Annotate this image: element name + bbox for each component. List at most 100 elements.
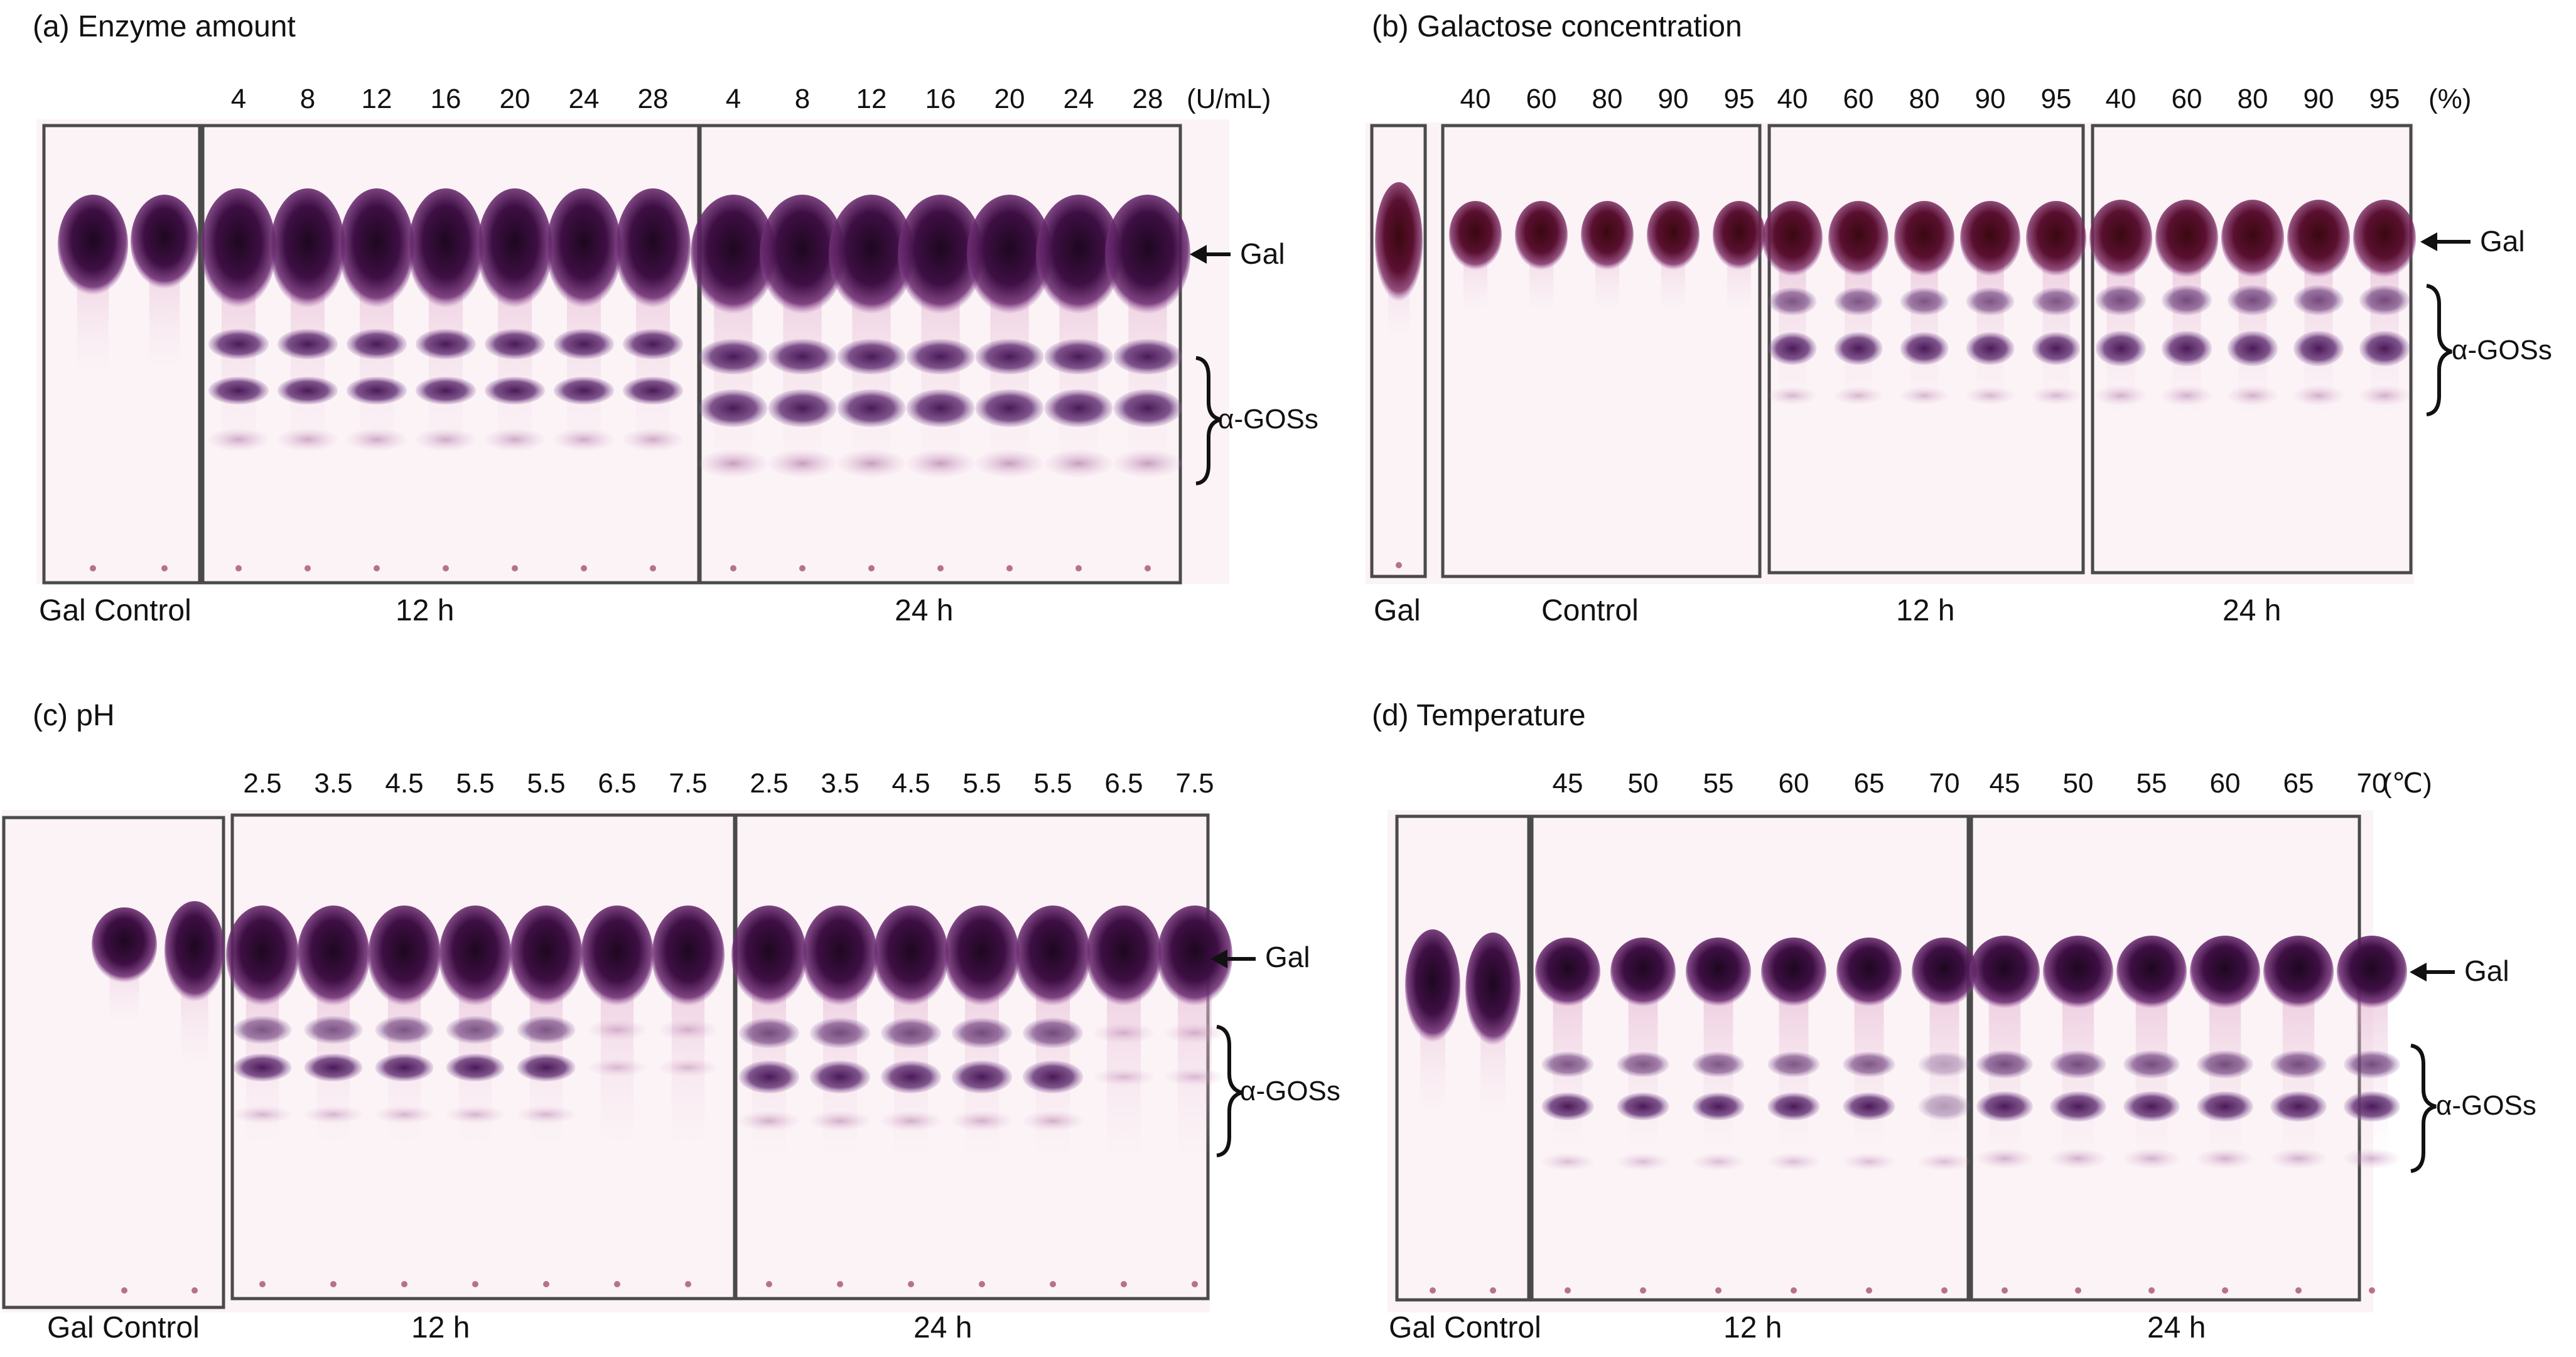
origin-dot [2002, 1287, 2008, 1294]
panel-a-title: (a) Enzyme amount [33, 10, 296, 43]
gos-band [517, 1016, 576, 1044]
panel-b-control-frame [1441, 124, 1762, 578]
column-label: 55 [1703, 768, 1734, 799]
gos-band [2344, 1051, 2400, 1078]
gos-band [416, 377, 476, 404]
panel-d-gos-brace [2410, 1044, 2437, 1173]
column-label: 95 [2369, 84, 2400, 114]
gal-spot [546, 188, 622, 308]
gos-band [2293, 386, 2344, 406]
gal-spot [510, 906, 583, 1006]
panel-b-group-24h: 24 h [2223, 594, 2281, 627]
gal-spot [408, 188, 483, 308]
panel-d-12h-frame [1530, 814, 1970, 1302]
gos-band [517, 1106, 576, 1123]
gos-band [906, 450, 975, 477]
gos-band [1165, 1068, 1225, 1086]
column-label: 8 [300, 84, 315, 114]
column-label: 5.5 [527, 768, 565, 799]
column-label: 4 [726, 84, 741, 114]
origin-dot [1866, 1287, 1872, 1294]
gal-spot [368, 906, 441, 1006]
gos-band [810, 1061, 870, 1093]
gos-band [768, 389, 837, 427]
gal-spot [760, 195, 845, 314]
gos-band [1834, 387, 1883, 404]
panel-c-group-24h: 24 h [913, 1311, 972, 1344]
gos-band [768, 450, 837, 477]
gos-band [1918, 1153, 1971, 1170]
gos-band [1843, 1153, 1895, 1170]
gal-spot [581, 906, 654, 1006]
origin-dot [614, 1281, 620, 1287]
gos-band [906, 389, 975, 427]
column-label: 7.5 [1175, 768, 1214, 799]
panel-b-gal-arrowhead [2420, 232, 2437, 251]
origin-dot [1715, 1287, 1722, 1294]
column-label: 5.5 [456, 768, 494, 799]
origin-dot [472, 1281, 478, 1287]
gal-spot [339, 188, 414, 308]
gal-spot [967, 195, 1052, 314]
gos-band [2096, 285, 2146, 315]
gos-band [1834, 288, 1883, 315]
gos-band [2123, 1149, 2180, 1169]
gal-spot [477, 188, 552, 308]
gos-band [485, 329, 545, 359]
panel-a-group-control: Gal Control [39, 594, 191, 627]
gos-band [1044, 389, 1113, 427]
gos-band [375, 1054, 434, 1081]
gos-band [1617, 1093, 1669, 1120]
gal-spot [2337, 936, 2407, 1008]
gos-band [485, 377, 545, 404]
gal-spot [1960, 201, 2020, 276]
origin-dot [2295, 1287, 2302, 1294]
origin-dot [1006, 565, 1013, 571]
gal-spot [944, 906, 1020, 1006]
gos-band [881, 1018, 941, 1048]
column-label: 40 [1777, 84, 1808, 114]
gal-spot [201, 188, 276, 308]
gos-band [233, 1106, 292, 1123]
panel-d-group-control: Gal Control [1389, 1311, 1541, 1344]
column-label: 90 [1975, 84, 2006, 114]
origin-dot [512, 565, 518, 571]
origin-dot [650, 565, 656, 571]
panel-a-group-12h: 12 h [396, 594, 454, 627]
gos-band [1541, 1093, 1594, 1120]
panel-c-gos-brace [1216, 1025, 1242, 1157]
gal-spot [2089, 200, 2152, 278]
gos-band [2228, 386, 2278, 406]
origin-dot [2222, 1287, 2228, 1294]
column-label: 55 [2137, 768, 2167, 799]
column-label: 4.5 [892, 768, 930, 799]
column-label: 80 [2238, 84, 2268, 114]
gos-band [837, 450, 906, 477]
panel-c-gal-label: Gal [1265, 941, 1310, 973]
gal-spot [1515, 201, 1568, 270]
panel-d-title: (d) Temperature [1372, 699, 1586, 732]
gos-band [1767, 1093, 1820, 1120]
gos-band [2197, 1149, 2253, 1169]
column-label: 95 [2041, 84, 2072, 114]
gos-band [1113, 389, 1182, 427]
gos-band [1094, 1023, 1154, 1043]
gos-band [2228, 285, 2278, 315]
gal-spot [2116, 936, 2187, 1008]
gos-band [347, 329, 407, 359]
column-label: 24 [1064, 84, 1094, 114]
gal-spot [652, 906, 725, 1006]
gos-band [739, 1018, 799, 1048]
gal-spot [270, 188, 345, 308]
gal-spot [226, 906, 299, 1006]
column-label: 20 [500, 84, 531, 114]
panel-a-gal-arrowhead [1190, 245, 1207, 264]
gos-band [810, 1111, 870, 1131]
gos-band [1843, 1052, 1895, 1077]
gos-band [304, 1016, 363, 1044]
gos-band [278, 428, 338, 451]
column-label: 2.5 [750, 768, 788, 799]
origin-dot [837, 1281, 843, 1287]
column-label: 5.5 [1033, 768, 1072, 799]
column-label: 4 [231, 84, 246, 114]
